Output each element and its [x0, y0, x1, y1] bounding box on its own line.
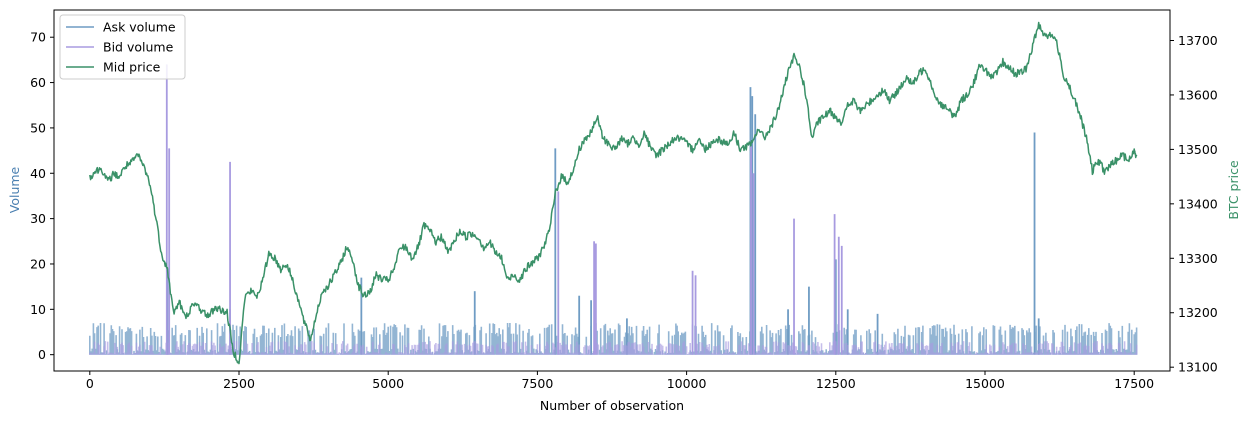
plot-frame [53, 9, 1171, 372]
right-y-axis-label: BTC price [1226, 160, 1241, 220]
volume-series-layer [89, 64, 1138, 355]
left-y-tick-label: 30 [30, 211, 46, 226]
mid-price-line [89, 21, 1138, 365]
x-tick-label: 5000 [372, 376, 404, 391]
x-tick-label: 17500 [1114, 376, 1154, 391]
bid-volume-series [89, 64, 1138, 355]
left-y-tick-label: 10 [30, 302, 46, 317]
x-axis-ticks: 0 2500 5000 7500 10000 12500 15000 17500 [86, 371, 1154, 391]
right-y-tick-label: 13300 [1178, 251, 1218, 266]
legend-label-ask-volume: Ask volume [103, 20, 176, 35]
x-tick-label: 10000 [667, 376, 707, 391]
x-tick-label: 12500 [816, 376, 856, 391]
legend-label-bid-volume: Bid volume [103, 40, 174, 55]
x-tick-label: 7500 [521, 376, 553, 391]
left-y-tick-label: 60 [30, 75, 46, 90]
left-y-tick-label: 0 [38, 347, 46, 362]
left-y-tick-label: 40 [30, 166, 46, 181]
right-y-tick-label: 13700 [1178, 33, 1218, 48]
right-y-tick-label: 13400 [1178, 196, 1218, 211]
right-y-tick-label: 13500 [1178, 142, 1218, 157]
legend: Ask volume Bid volume Mid price [59, 14, 186, 80]
legend-label-mid-price: Mid price [103, 60, 161, 75]
right-y-axis-ticks: 13100 13200 13300 13400 13500 13600 13700 [1170, 33, 1218, 375]
ask-volume-series [89, 87, 1138, 355]
x-tick-label: 0 [86, 376, 94, 391]
price-series-layer [89, 21, 1138, 365]
left-y-tick-label: 70 [30, 30, 46, 45]
legend-box [59, 14, 186, 80]
left-y-tick-label: 20 [30, 256, 46, 271]
right-y-tick-label: 13600 [1178, 87, 1218, 102]
x-axis-label: Number of observation [540, 398, 684, 413]
right-y-tick-label: 13200 [1178, 305, 1218, 320]
left-y-axis-ticks: 0 10 20 30 40 50 60 70 [30, 30, 54, 362]
x-tick-label: 15000 [965, 376, 1005, 391]
right-y-tick-label: 13100 [1178, 360, 1218, 375]
left-y-axis-label: Volume [7, 166, 22, 213]
x-tick-label: 2500 [223, 376, 255, 391]
bid-volume-band [89, 341, 1138, 355]
left-y-tick-label: 50 [30, 120, 46, 135]
